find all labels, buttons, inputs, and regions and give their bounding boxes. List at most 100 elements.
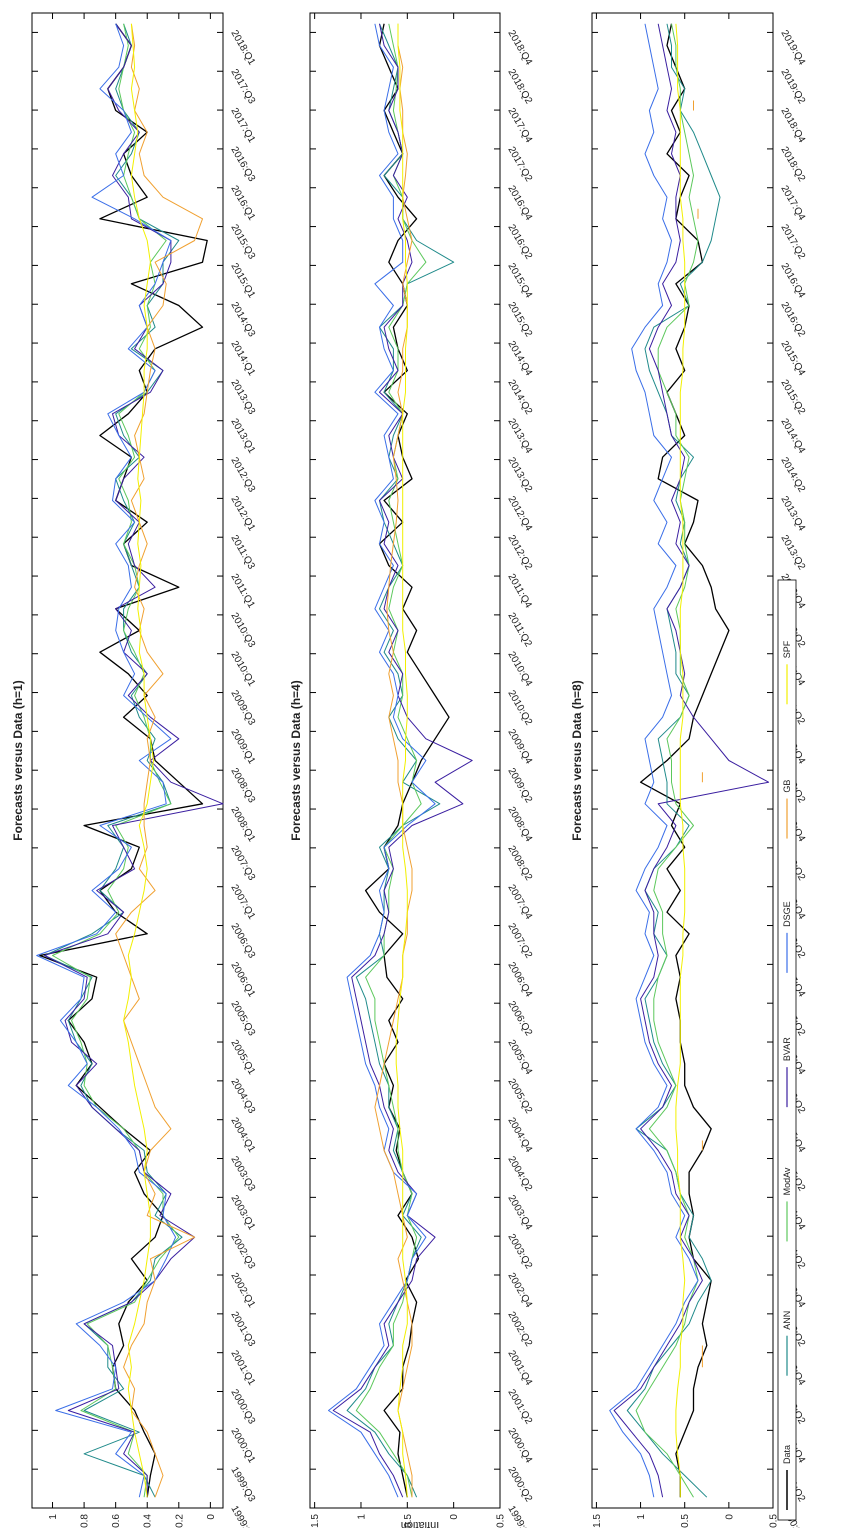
ytick-label: 0.8 <box>80 1514 91 1528</box>
xtick-label: 2013:Q4 <box>505 417 534 456</box>
xtick-label: 2005:Q4 <box>505 1038 534 1077</box>
series-line-gb <box>115 23 203 1498</box>
xtick-label: 2000:Q4 <box>505 1426 534 1465</box>
series-line-gb <box>374 23 413 1498</box>
xtick-label: 2009:Q1 <box>228 727 257 766</box>
xtick-label: 2004:Q4 <box>505 1116 534 1155</box>
xtick-label: 2004:Q3 <box>228 1077 257 1116</box>
xtick-label: 2010:Q2 <box>505 689 534 728</box>
ytick-label: -0.5 <box>769 1514 780 1528</box>
xtick-label: 2017:Q3 <box>228 67 257 106</box>
ytick-label: 0.2 <box>174 1514 185 1528</box>
xtick-label: 2012:Q2 <box>505 533 534 572</box>
xtick-label: 2018:Q1 <box>228 28 257 67</box>
xtick-label: 2003:Q2 <box>505 1232 534 1271</box>
xtick-label: 2017:Q2 <box>778 223 807 262</box>
xtick-label: 2014:Q4 <box>505 339 534 378</box>
xtick-label: 2015:Q2 <box>505 300 534 339</box>
xtick-label: 2007:Q3 <box>228 844 257 883</box>
series-line-data <box>364 23 450 1498</box>
series-line-spf <box>395 23 408 1498</box>
xtick-label: 2008:Q4 <box>505 805 534 844</box>
ytick-label: 1.5 <box>592 1514 603 1528</box>
xtick-label: 2018:Q2 <box>778 145 807 184</box>
series-line-gb <box>693 100 703 1368</box>
legend-label: ANN <box>782 1311 792 1330</box>
xtick-label: 2011:Q3 <box>228 533 257 571</box>
ytick-label: 1 <box>48 1514 59 1520</box>
xtick-label: 2017:Q1 <box>228 106 257 145</box>
xtick-label: 2002:Q3 <box>228 1232 257 1271</box>
legend-label: ModAv <box>782 1167 792 1195</box>
xtick-label: 2019:Q2 <box>778 67 807 106</box>
xtick-label: 2015:Q3 <box>228 223 257 262</box>
ytick-label: 0 <box>206 1514 217 1520</box>
xtick-label: 2011:Q2 <box>505 611 534 649</box>
ytick-label: 0.5 <box>680 1514 691 1528</box>
panel-3: Forecasts versus Data (h=8) 1.5 1 0.5 0 -0.5 2… <box>570 12 807 1533</box>
y-axis-label: Inflation <box>401 1519 440 1528</box>
xtick-label: 2017:Q4 <box>505 106 534 145</box>
xtick-label: 2006:Q3 <box>228 922 257 961</box>
ytick-label: 0.5 <box>403 1514 414 1528</box>
xtick-label: 2013:Q1 <box>228 417 257 456</box>
xtick-label: 2008:Q3 <box>228 766 257 805</box>
xtick-label: 2017:Q2 <box>505 145 534 184</box>
series-line-spf <box>123 23 154 1498</box>
xtick-label: 1999:Q3 <box>228 1465 257 1504</box>
plot-frame <box>31 12 224 1509</box>
ytick-label: 1.5 <box>310 1514 321 1528</box>
xtick-label: 2013:Q2 <box>505 456 534 495</box>
xtick-label: 2000:Q2 <box>505 1465 534 1504</box>
xtick-label: 2002:Q1 <box>228 1271 257 1310</box>
series-line-dsge <box>328 23 436 1498</box>
xtick-label: 2005:Q3 <box>228 999 257 1038</box>
xtick-label: 2011:Q4 <box>505 572 534 610</box>
xtick-label: 1999:Q4 <box>505 1504 534 1528</box>
xtick-label: 2016:Q2 <box>505 223 534 262</box>
series-line-data <box>39 23 208 1498</box>
xtick-label: 2016:Q2 <box>778 300 807 339</box>
panel-1: Forecasts versus Data (h=1) 1 0.8 0.6 0.4 0.2… <box>11 12 257 1533</box>
xtick-label: 2015:Q2 <box>778 378 807 417</box>
xtick-label: 2019:Q4 <box>778 28 807 67</box>
legend-label: BVAR <box>782 1037 792 1061</box>
xtick-label: 2013:Q3 <box>228 378 257 417</box>
ytick-label: 0.4 <box>143 1514 154 1528</box>
xtick-label: 2004:Q2 <box>505 1155 534 1194</box>
xtick-label: 2015:Q4 <box>778 339 807 378</box>
xtick-label: 2016:Q1 <box>228 184 257 223</box>
xtick-label: 2018:Q2 <box>505 67 534 106</box>
xtick-label: 2001:Q2 <box>505 1388 534 1427</box>
xtick-label: 2005:Q2 <box>505 1077 534 1116</box>
series-line-modav <box>52 23 180 1498</box>
xtick-label: 2006:Q1 <box>228 960 257 999</box>
xtick-label: 1999:Q1 <box>228 1504 257 1528</box>
legend-box <box>777 579 797 1521</box>
legend-label: GB <box>782 780 792 793</box>
series-line-data <box>639 23 730 1498</box>
series-line-dsge <box>36 23 177 1498</box>
xtick-label: 2014:Q2 <box>778 456 807 495</box>
series-line-bvar <box>332 23 473 1498</box>
ytick-label: 1 <box>356 1514 367 1520</box>
xtick-label: 2016:Q4 <box>505 184 534 223</box>
series-line-bvar <box>44 23 224 1498</box>
xtick-label: 2002:Q2 <box>505 1310 534 1349</box>
xtick-label: 2001:Q4 <box>505 1349 534 1388</box>
plot-frame <box>591 12 774 1509</box>
legend: Data ANN ModAv BVAR DSGE GB SPF <box>777 579 797 1521</box>
xtick-label: 2010:Q1 <box>228 650 257 689</box>
xtick-label: 2014:Q4 <box>778 417 807 456</box>
xtick-label: 2015:Q1 <box>228 261 257 300</box>
xtick-label: 2016:Q3 <box>228 145 257 184</box>
series-line-ann <box>346 23 455 1498</box>
xtick-label: 2009:Q4 <box>505 727 534 766</box>
xtick-label: 2003:Q4 <box>505 1193 534 1232</box>
ytick-label: 1 <box>636 1514 647 1520</box>
series-line-modav <box>355 23 427 1498</box>
xtick-label: 2012:Q4 <box>505 494 534 533</box>
xtick-label: 2014:Q1 <box>228 339 257 378</box>
